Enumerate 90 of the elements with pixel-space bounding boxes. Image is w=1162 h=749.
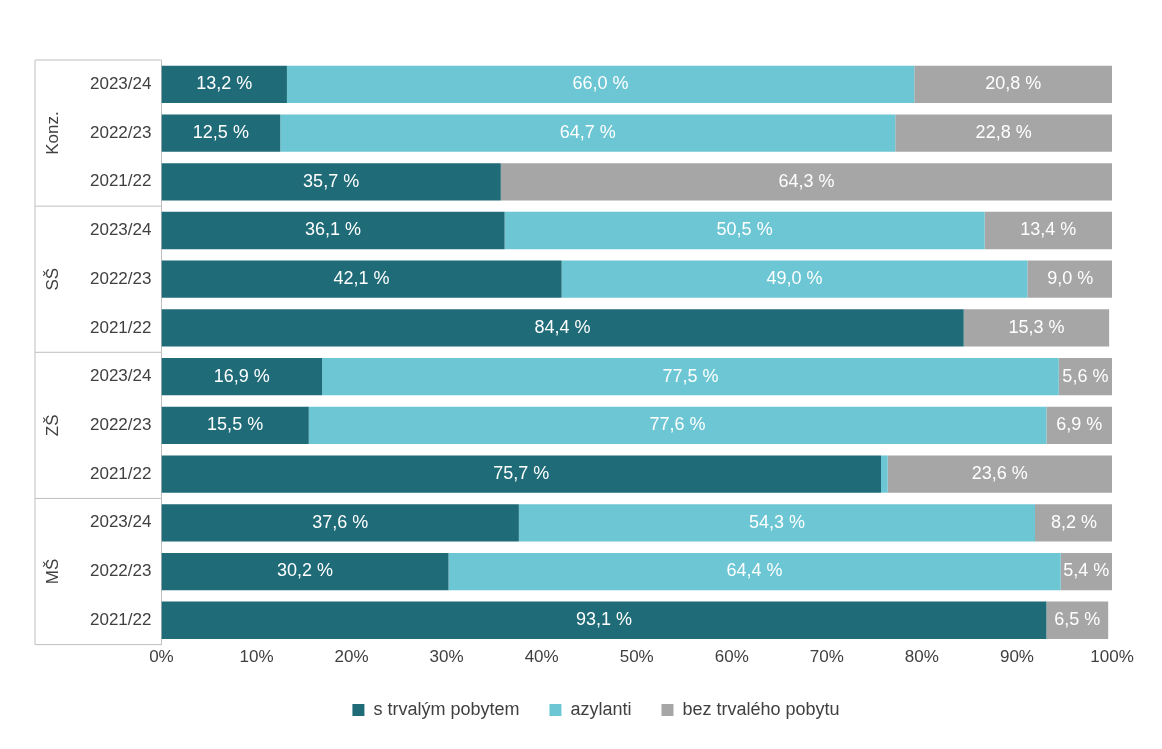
y-tick-label: 2022/23 <box>90 122 152 142</box>
x-tick-label: 80% <box>904 647 939 667</box>
bar <box>984 211 1112 250</box>
data-label: 30,2 % <box>276 560 334 581</box>
data-label: 93,1 % <box>575 609 632 630</box>
bar <box>161 552 449 591</box>
data-label: 37,6 % <box>312 511 369 532</box>
bar <box>308 406 1047 445</box>
bar <box>963 309 1110 347</box>
data-label: 64,7 % <box>559 122 616 143</box>
x-tick-label: 0% <box>149 647 174 667</box>
data-label: 36,1 % <box>305 219 362 240</box>
data-label: 13,4 % <box>1020 219 1077 240</box>
y-tick-label: 2023/24 <box>90 74 152 94</box>
x-tick-label: 100% <box>1090 647 1134 667</box>
bar <box>895 114 1112 152</box>
bar <box>448 552 1061 591</box>
bar <box>561 260 1028 298</box>
y-tick-label: 2021/22 <box>90 171 152 191</box>
data-label: 5,4 % <box>1063 560 1110 581</box>
bar <box>161 163 501 201</box>
data-label: 8,2 % <box>1050 511 1097 532</box>
bar <box>161 114 281 152</box>
bar <box>518 504 1036 542</box>
text: MŠ <box>42 558 62 585</box>
x-tick-label: 10% <box>239 647 274 667</box>
legend-label: s trvalým pobytem <box>373 698 520 719</box>
data-label: 35,7 % <box>303 170 360 191</box>
x-tick-label: 70% <box>809 647 844 667</box>
data-label: 20,8 % <box>985 73 1042 94</box>
bar <box>161 65 287 103</box>
bar <box>161 504 519 542</box>
data-label: 77,6 % <box>649 414 706 435</box>
data-label: 23,6 % <box>971 463 1028 484</box>
y-tick-label: 2022/23 <box>90 268 152 288</box>
bar <box>500 163 1112 201</box>
x-tick-label: 60% <box>714 647 749 667</box>
y-tick-label: 2021/22 <box>90 317 152 337</box>
data-label: 6,5 % <box>1054 609 1101 630</box>
bar <box>161 601 1047 639</box>
legend-label: bez trvalého pobytu <box>682 698 840 719</box>
data-label: 54,3 % <box>748 511 805 532</box>
bar <box>914 65 1112 103</box>
data-label: 84,4 % <box>534 316 591 337</box>
x-tick-label: 40% <box>524 647 559 667</box>
x-tick-label: 20% <box>334 647 369 667</box>
y-tick-label: 2022/23 <box>90 415 152 435</box>
bar <box>887 455 1112 493</box>
data-label: 22,8 % <box>975 122 1032 143</box>
data-label: 42,1 % <box>333 268 390 289</box>
bar <box>161 309 964 347</box>
data-label: 66,0 % <box>572 73 629 94</box>
x-tick-label: 90% <box>999 647 1034 667</box>
bar <box>504 211 985 250</box>
x-tick-label: 50% <box>619 647 654 667</box>
data-label: 5,6 % <box>1062 365 1109 386</box>
data-label: 64,3 % <box>778 170 835 191</box>
text: ZŠ <box>42 414 62 437</box>
y-tick-label: 2023/24 <box>90 366 152 386</box>
x-tick-label: 30% <box>429 647 464 667</box>
bar <box>161 260 562 298</box>
bar <box>881 455 888 493</box>
y-tick-label: 2021/22 <box>90 609 152 629</box>
data-label: 15,3 % <box>1008 316 1065 337</box>
y-tick-label: 2022/23 <box>90 561 152 581</box>
data-label: 12,5 % <box>192 122 249 143</box>
data-label: 13,2 % <box>196 73 253 94</box>
data-label: 15,5 % <box>207 414 264 435</box>
y-tick-label: 2021/22 <box>90 463 152 483</box>
bar <box>161 358 323 396</box>
data-label: 9,0 % <box>1047 268 1094 289</box>
bar <box>1027 260 1112 298</box>
data-label: 49,0 % <box>766 268 823 289</box>
data-label: 77,5 % <box>662 365 719 386</box>
text: Konz. <box>42 111 62 155</box>
y-tick-label: 2023/24 <box>90 512 152 532</box>
data-label: 16,9 % <box>213 365 270 386</box>
bar <box>322 358 1059 396</box>
bar <box>286 65 915 103</box>
bar <box>161 406 309 445</box>
text: SŠ <box>42 267 62 291</box>
data-label: 6,9 % <box>1056 414 1103 435</box>
bar <box>280 114 896 152</box>
data-label: 64,4 % <box>726 560 783 581</box>
data-label: 75,7 % <box>493 463 550 484</box>
data-label: 50,5 % <box>716 219 773 240</box>
bar <box>161 455 882 493</box>
bar <box>161 211 505 250</box>
legend-label: azylanti <box>570 698 632 719</box>
y-tick-label: 2023/24 <box>90 220 152 240</box>
